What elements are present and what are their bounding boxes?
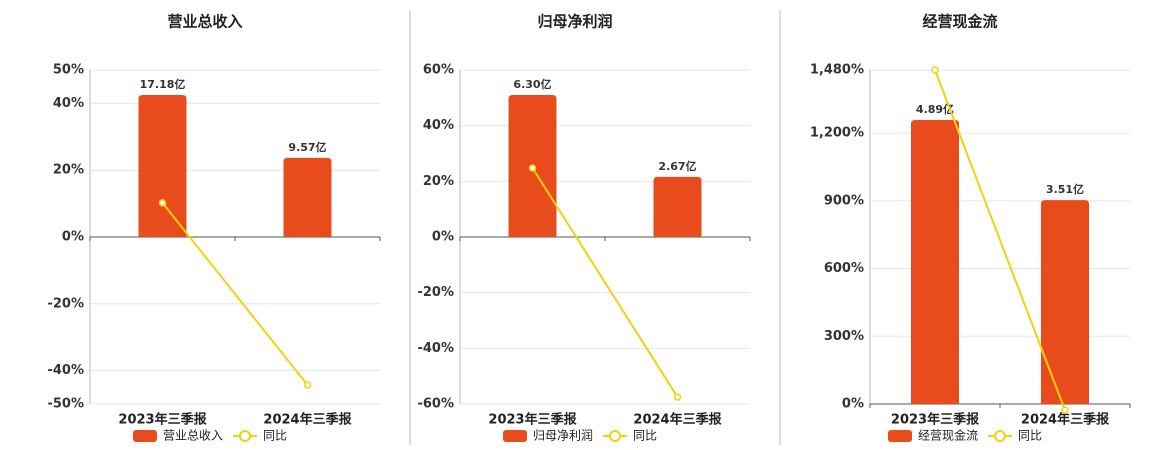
line [161,202,309,386]
x-tick-label: 2023年三季报 [891,412,980,428]
y-tick-label: 600% [824,261,864,276]
y-tick-label: 60% [423,63,454,78]
legend-swatch [133,430,157,442]
bar [911,119,959,405]
value-label: 4.89亿 [916,102,954,116]
value-label: 6.30亿 [513,77,551,91]
y-tick-label: 20% [53,163,84,178]
y-tick-label: -60% [417,397,454,412]
bar [283,157,332,237]
legend-swatch [888,430,912,442]
value-label: 9.57亿 [288,140,326,154]
point [931,66,939,74]
y-tick-label: 40% [423,118,454,133]
y-tick-label: -20% [47,296,84,311]
y-tick-label: 20% [423,174,454,189]
x-tick-label: 2024年三季报 [633,412,722,428]
y-tick-label: 1,480% [810,63,864,78]
y-tick-label: 900% [824,193,864,208]
legend-label: 经营现金流 [918,428,978,443]
legend-label: 同比 [1018,429,1042,443]
bar [1041,200,1089,404]
value-label: 3.51亿 [1046,182,1084,196]
point [1061,406,1069,414]
y-tick-label: 50% [53,63,84,78]
legend-label: 归母净利润 [533,429,593,443]
bar [653,176,702,237]
legend-swatch [994,430,1006,442]
x-tick-label: 2023年三季报 [118,412,207,428]
legend-label: 营业总收入 [163,429,223,443]
value-label: 17.18亿 [140,77,186,91]
line [531,167,679,398]
point [673,393,682,401]
y-tick-label: 300% [824,329,864,344]
legend-swatch [503,430,527,442]
legend-swatch [239,430,251,442]
chart-title: 经营现金流 [922,13,997,31]
line [934,69,1066,411]
y-tick-label: 1,200% [810,126,864,141]
x-tick-label: 2024年三季报 [1021,412,1110,428]
y-tick-label: -50% [47,397,84,412]
point [528,164,537,172]
point [303,381,312,389]
legend-label: 同比 [633,429,657,443]
y-tick-label: 0% [432,230,454,245]
y-tick-label: 40% [53,96,84,111]
bar [138,94,187,238]
y-tick-label: -40% [417,341,454,356]
value-label: 2.67亿 [658,159,696,173]
point [158,199,167,207]
y-tick-label: -20% [417,285,454,300]
y-tick-label: 0% [842,397,864,412]
y-tick-label: -40% [47,363,84,378]
x-tick-label: 2023年三季报 [488,412,577,428]
legend-label: 同比 [263,429,287,443]
legend-swatch [609,430,621,442]
y-tick-label: 0% [62,230,84,245]
x-tick-label: 2024年三季报 [263,412,352,428]
chart-title: 归母净利润 [537,13,612,31]
chart-title: 营业总收入 [167,13,242,31]
